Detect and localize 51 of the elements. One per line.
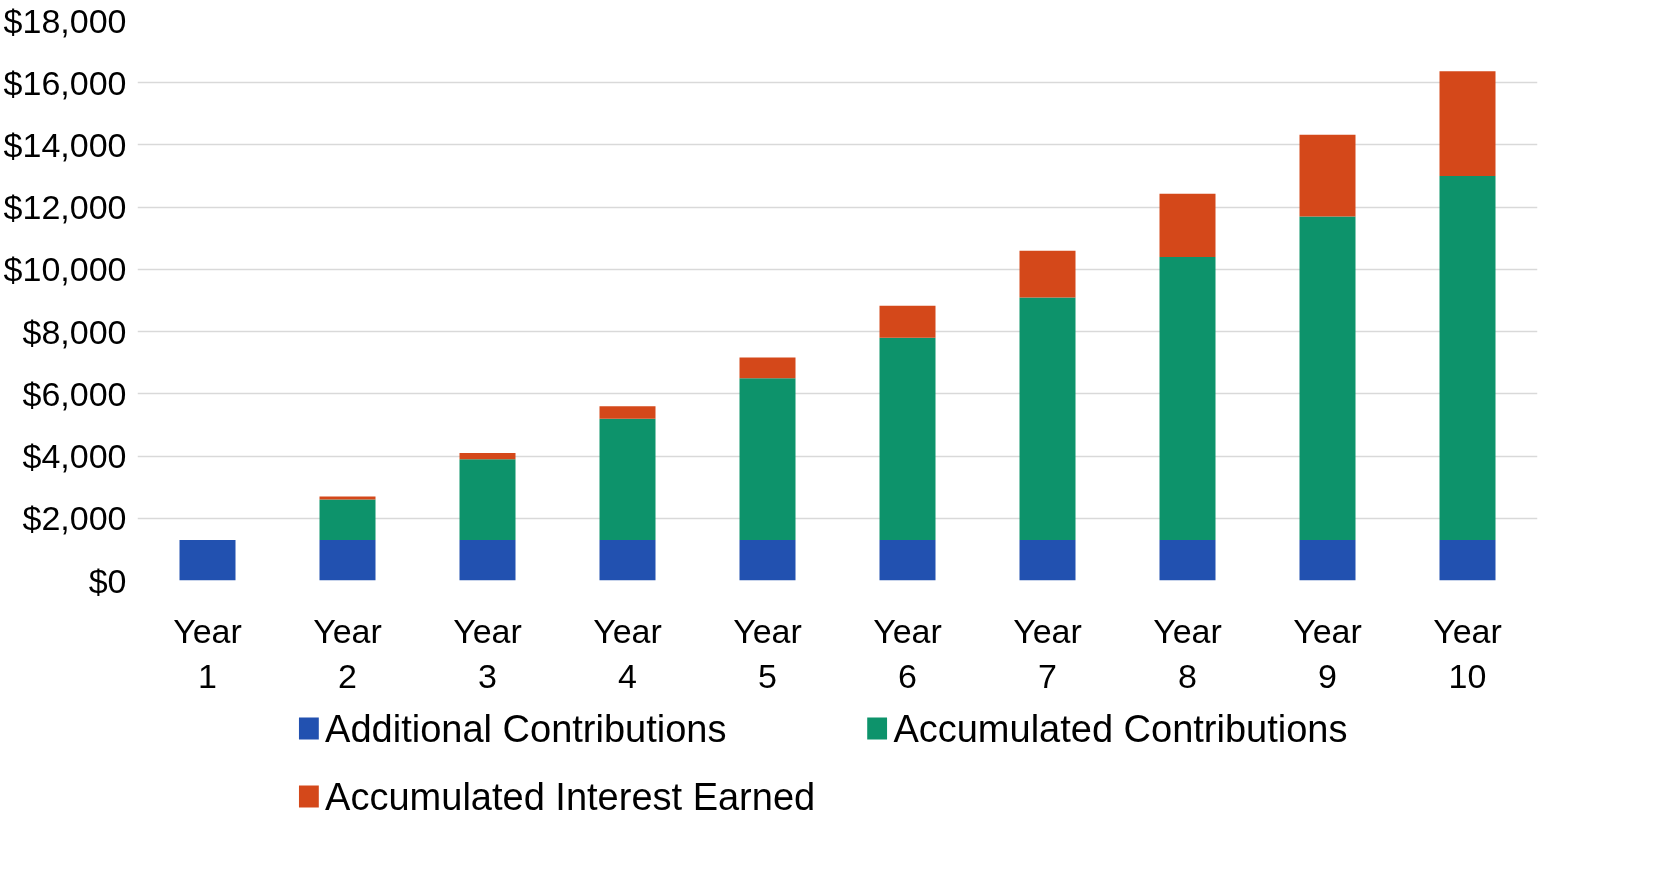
x-tick-label: Year 5 [733,611,802,696]
bar [1159,540,1216,581]
bar [319,540,376,581]
y-tick-label: $16,000 [3,63,127,102]
bar [599,540,656,581]
bar [319,496,376,500]
x-tick-label: Year 8 [1153,611,1222,696]
legend-label: Accumulated Contributions [893,707,1348,750]
bar [459,459,516,541]
bar [879,540,936,581]
y-tick-label: $0 [88,561,127,600]
bar [739,357,796,379]
bar [459,540,516,581]
y-tick-label: $14,000 [3,125,127,164]
bar [879,337,936,541]
bar [1019,540,1076,581]
bar [1019,250,1076,298]
bar [1159,193,1216,257]
bar [1159,256,1216,541]
bar [739,378,796,541]
bar [179,540,236,581]
bar [1019,297,1076,541]
y-tick-label: $8,000 [22,312,127,351]
x-tick-label: Year 6 [873,611,942,696]
x-tick-label: Year 9 [1293,611,1362,696]
bar [319,499,376,541]
x-tick-label: Year 4 [593,611,662,696]
bar [739,540,796,581]
x-tick-label: Year 7 [1013,611,1082,696]
bar [599,418,656,541]
bar [879,305,936,338]
bar [1299,134,1356,217]
y-tick-label: $18,000 [3,1,127,40]
y-tick-label: $6,000 [22,374,127,413]
legend-label: Additional Contributions [325,707,727,750]
bar [459,452,516,460]
y-tick-label: $10,000 [3,250,127,289]
y-tick-label: $2,000 [22,499,127,538]
y-tick-label: $12,000 [3,188,127,227]
x-tick-label: Year 10 [1433,611,1502,696]
bar [1299,216,1356,541]
x-tick-label: Year 2 [313,611,382,696]
legend-label: Accumulated Interest Earned [325,775,816,818]
bar [1299,540,1356,581]
x-tick-label: Year 3 [453,611,522,696]
bar [1439,540,1496,581]
bar [1439,176,1496,541]
bar [599,406,656,419]
x-tick-label: Year 1 [173,611,242,696]
y-tick-label: $4,000 [22,437,127,476]
bar [1439,71,1496,177]
